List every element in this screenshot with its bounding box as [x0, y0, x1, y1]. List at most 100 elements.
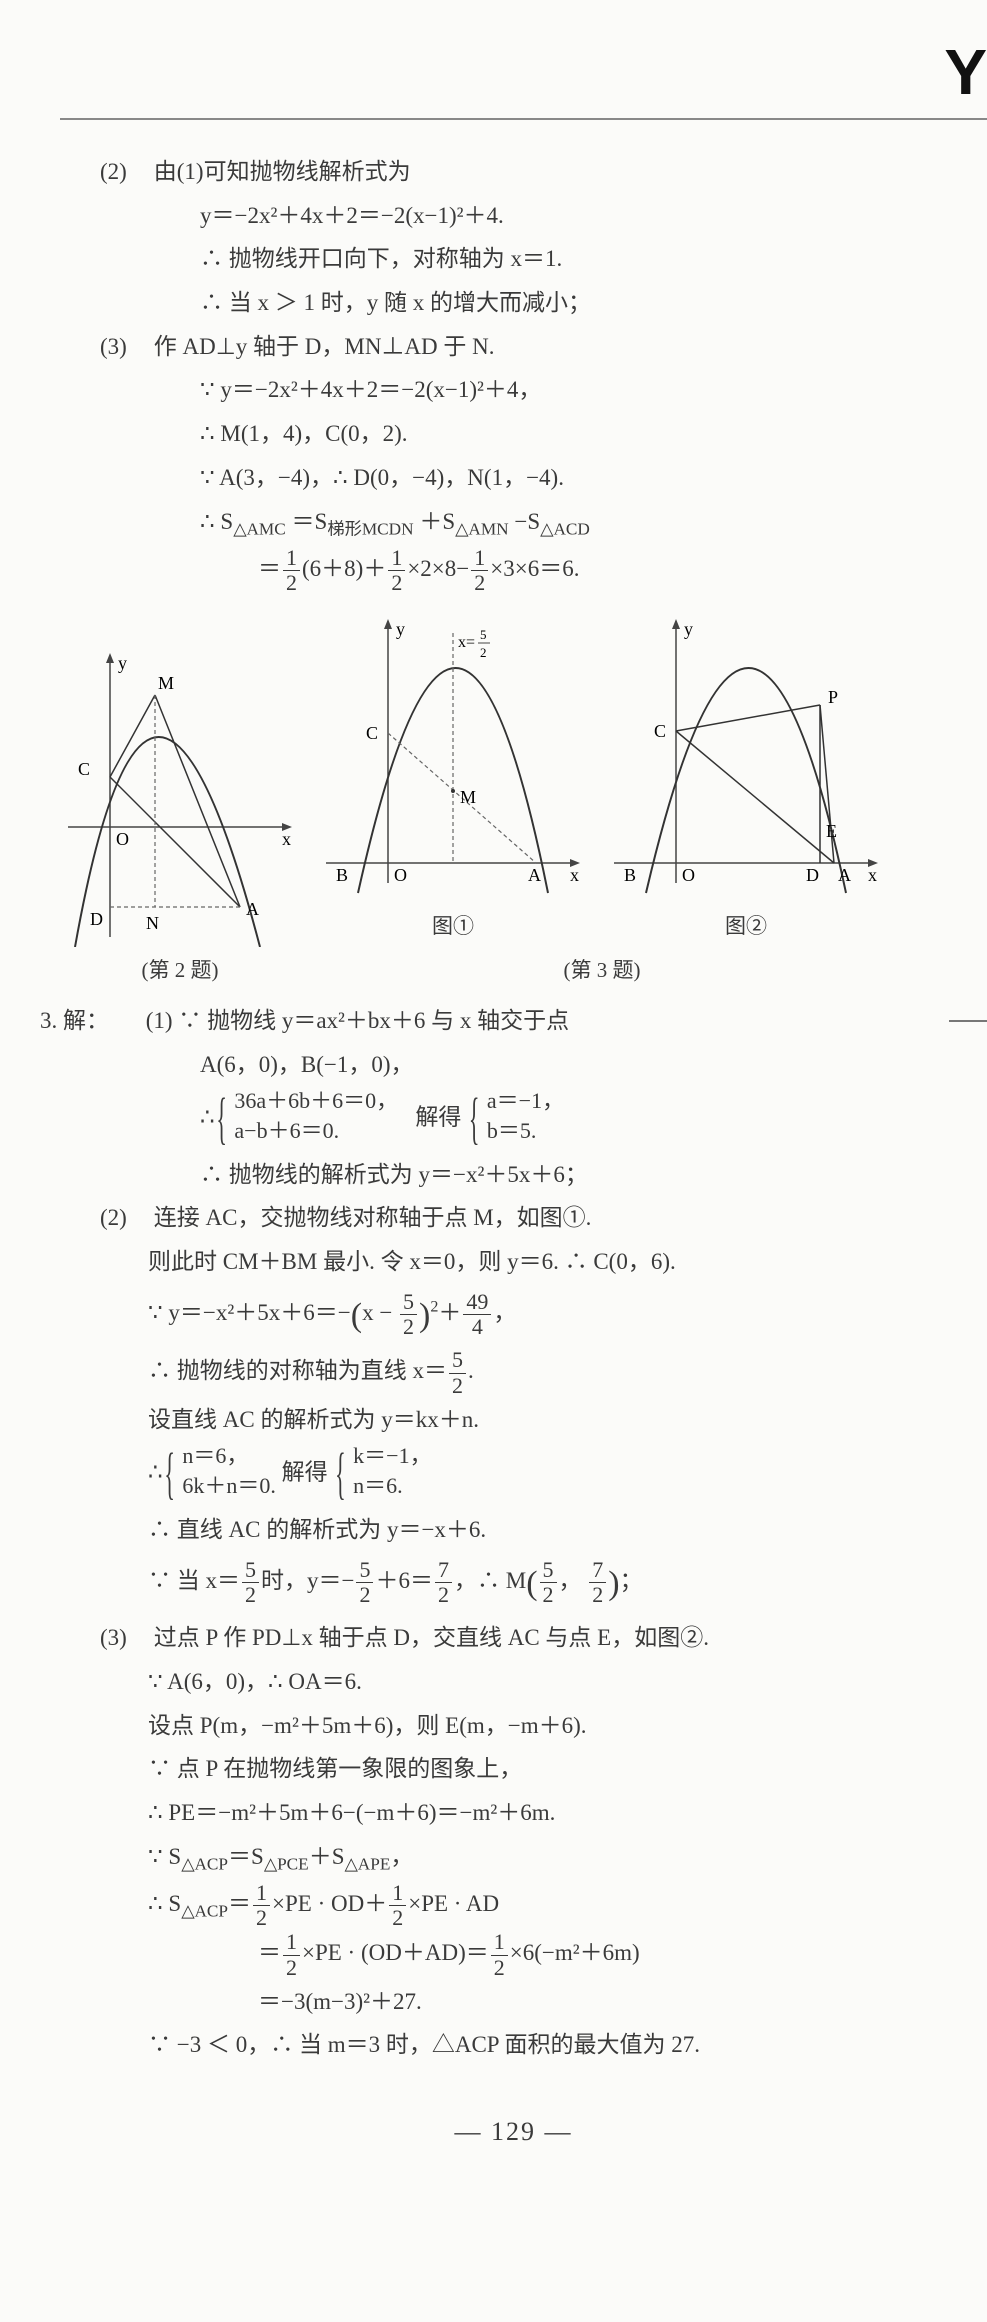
text: ＝	[258, 1940, 281, 1965]
text-line: ∴ PE＝−m²＋5m＋6−(−m＋6)＝−m²＋6m.	[100, 1791, 927, 1835]
fraction: 12	[389, 1881, 406, 1930]
text-line: ∵ A(3，−4)，∴ D(0，−4)，N(1，−4).	[100, 456, 927, 500]
brace: n＝6，6k＋n＝0.	[168, 1441, 276, 1507]
fraction: 12	[283, 546, 300, 595]
subscript: △PCE	[264, 1854, 309, 1873]
paren: (	[526, 1565, 537, 1602]
text: ×3×6＝6.	[490, 556, 579, 581]
svg-text:y: y	[396, 619, 405, 639]
text: ∴ S	[148, 1891, 181, 1916]
svg-text:x=: x=	[458, 634, 475, 651]
equation-line: ∴ S△AMC ＝S梯形MCDN ＋S△AMN −S△ACD	[100, 500, 927, 546]
content: (2) 由(1)可知抛物线解析式为 y＝−2x²＋4x＋2＝−2(x−1)²＋4…	[100, 150, 927, 2156]
equation-system: ∴ 36a＋6b＋6＝0，a−b＋6＝0. 解得 a＝−1，b＝5.	[100, 1086, 927, 1152]
subscript: △APE	[345, 1854, 391, 1873]
svg-text:E: E	[826, 821, 837, 841]
equation-line: ∴ S△ACP＝12×PE · OD＋12×PE · AD	[100, 1881, 927, 1930]
text: ∵ y＝−x²＋5x＋6＝−	[148, 1300, 351, 1325]
text: ×PE · AD	[408, 1891, 499, 1916]
brace: 36a＋6b＋6＝0，a−b＋6＝0.	[220, 1086, 398, 1152]
text-line: 连接 AC，交抛物线对称轴于点 M，如图①.	[154, 1205, 592, 1230]
text-line: 作 AD⊥y 轴于 D，MN⊥AD 于 N.	[154, 334, 495, 359]
brace: k＝−1，n＝6.	[339, 1441, 431, 1507]
svg-text:y: y	[684, 619, 693, 639]
equation-line: ∴ 抛物线的对称轴为直线 x＝52.	[100, 1348, 927, 1397]
page-number: — 129 —	[100, 2107, 927, 2156]
text: ＋	[438, 1300, 461, 1325]
svg-text:x: x	[868, 865, 877, 885]
page: Y (2) 由(1)可知抛物线解析式为 y＝−2x²＋4x＋2＝−2(x−1)²…	[0, 0, 987, 2322]
step-number: (3)	[100, 1616, 148, 1660]
parabola-diagram-3: y x C O B A D P E	[606, 613, 886, 903]
text: ∵ 当 x＝	[148, 1568, 240, 1593]
parabola-diagram-1: y x M C O D N A	[60, 647, 300, 947]
step-number: (2)	[100, 150, 148, 194]
figure-q2: y x M C O D N A (第 2 题)	[60, 647, 300, 991]
svg-text:O: O	[394, 865, 407, 885]
subscript: 梯形MCDN	[327, 519, 413, 538]
svg-text:O: O	[116, 829, 129, 849]
subscript: △ACP	[181, 1902, 228, 1921]
figure-caption: 图①	[318, 907, 588, 947]
text: ＝	[228, 1891, 251, 1916]
text: ，∴ M	[454, 1568, 526, 1593]
equation-system: ∴ n＝6，6k＋n＝0. 解得 k＝−1，n＝6.	[100, 1441, 927, 1507]
paren: (	[351, 1297, 362, 1334]
svg-text:A: A	[528, 865, 541, 885]
svg-text:5: 5	[480, 627, 487, 642]
fraction: 12	[388, 546, 405, 595]
svg-text:y: y	[118, 653, 127, 673]
figure-row: y x M C O D N A (第 2 题)	[60, 613, 927, 991]
q3-heading: 3. 解： (1) ∵ 抛物线 y＝ax²＋bx＋6 与 x 轴交于点	[40, 999, 927, 1043]
text-line: ∴ 当 x ＞ 1 时，y 随 x 的增大而减小；	[100, 281, 927, 325]
svg-text:B: B	[336, 865, 348, 885]
svg-text:D: D	[806, 865, 819, 885]
text: ∴ 抛物线的对称轴为直线 x＝	[148, 1358, 447, 1383]
svg-text:M: M	[158, 673, 174, 693]
svg-text:x: x	[282, 829, 291, 849]
equation-line: ∵ S△ACP＝S△PCE＋S△APE，	[100, 1835, 927, 1881]
fraction: 52	[400, 1290, 417, 1339]
text-line: 过点 P 作 PD⊥x 轴于点 D，交直线 AC 与点 E，如图②.	[154, 1625, 709, 1650]
text: ＋S	[309, 1844, 345, 1869]
text-line: ∵ 抛物线 y＝ax²＋bx＋6 与 x 轴交于点	[178, 1008, 569, 1033]
svg-text:A: A	[838, 865, 851, 885]
margin-rule	[949, 1020, 987, 1022]
equation-line: ∵ 当 x＝52时，y＝−52＋6＝72，∴ M(52， 72)；	[100, 1552, 927, 1617]
paren: )	[419, 1297, 430, 1334]
figure-q3-1: y x C O B A M x= 5 2 图①	[318, 613, 588, 947]
text: x −	[362, 1300, 398, 1325]
q3-step2: (2) 连接 AC，交抛物线对称轴于点 M，如图①.	[100, 1196, 927, 1240]
text: (6＋8)＋	[302, 556, 386, 581]
fraction: 494	[463, 1290, 491, 1339]
subscript: △ACP	[181, 1854, 228, 1873]
fraction: 12	[283, 1930, 300, 1979]
svg-text:O: O	[682, 865, 695, 885]
figure-caption: (第 3 题)	[318, 951, 886, 991]
text-line: ∴ 直线 AC 的解析式为 y＝−x＋6.	[100, 1508, 927, 1552]
text: 解得	[415, 1105, 461, 1130]
text-line: ∵ y＝−2x²＋4x＋2＝−2(x−1)²＋4，	[100, 368, 927, 412]
text: ×6(−m²＋6m)	[510, 1940, 640, 1965]
svg-text:C: C	[78, 759, 90, 779]
text: ∴ S	[200, 509, 233, 534]
header-logo: Y	[944, 40, 987, 104]
fraction: 72	[589, 1558, 606, 1607]
text: ∵ S	[148, 1844, 181, 1869]
text: ×PE · OD＋	[272, 1891, 387, 1916]
text: ，	[390, 1844, 413, 1869]
svg-text:2: 2	[480, 645, 487, 660]
text-line: 则此时 CM＋BM 最小. 令 x＝0，则 y＝6. ∴ C(0，6).	[100, 1240, 927, 1284]
text: 时，y＝−	[261, 1568, 354, 1593]
text-line: ∴ 抛物线开口向下，对称轴为 x＝1.	[100, 237, 927, 281]
text: ＋6＝	[375, 1568, 433, 1593]
svg-text:P: P	[828, 687, 838, 707]
text: ＝S	[292, 509, 328, 534]
text: 解得	[282, 1460, 328, 1485]
svg-text:x: x	[570, 865, 579, 885]
equation-line: ∵ y＝−x²＋5x＋6＝−(x − 52)2＋494，	[100, 1284, 927, 1349]
subscript: △ACD	[540, 519, 590, 538]
fraction: 52	[449, 1348, 466, 1397]
text: ＋S	[419, 509, 455, 534]
subscript: △AMN	[455, 519, 509, 538]
